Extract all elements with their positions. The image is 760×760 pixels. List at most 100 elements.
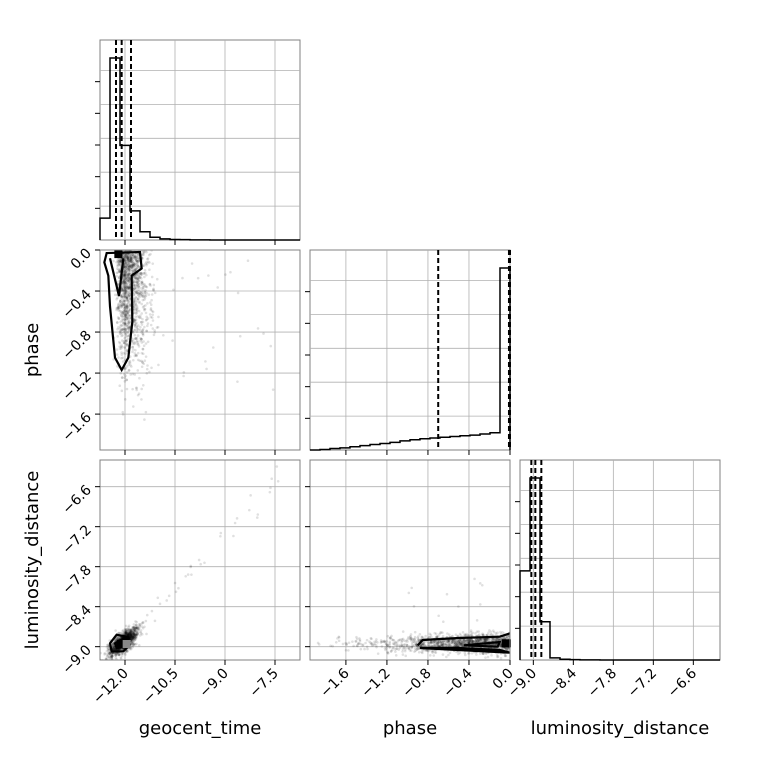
scatter-point: [129, 628, 132, 632]
scatter-point: [118, 300, 122, 303]
scatter-point: [127, 314, 131, 317]
scatter-point: [132, 262, 135, 265]
scatter-point: [113, 293, 117, 297]
scatter-point: [464, 640, 468, 644]
scatter-point: [438, 644, 442, 648]
scatter-point: [410, 586, 414, 590]
scatter-point: [404, 654, 408, 658]
scatter-point: [136, 277, 139, 281]
scatter-point: [495, 638, 499, 641]
scatter-point: [128, 633, 132, 637]
scatter-point: [148, 282, 152, 286]
scatter-point: [477, 640, 480, 644]
scatter-point: [499, 645, 502, 648]
scatter-point: [462, 640, 466, 643]
scatter-point: [403, 649, 407, 653]
scatter-point: [125, 317, 129, 321]
scatter-point: [136, 328, 139, 331]
scatter-point: [123, 309, 127, 312]
scatter-point: [207, 274, 210, 277]
scatter-point: [475, 638, 479, 641]
scatter-point: [115, 652, 118, 655]
scatter-point: [120, 345, 124, 349]
scatter-point: [107, 648, 111, 652]
x-tick-label: −0.8: [399, 666, 434, 701]
scatter-point: [127, 633, 130, 637]
scatter-point: [492, 643, 496, 646]
scatter-point: [127, 292, 130, 296]
scatter-point: [134, 638, 137, 641]
scatter-point: [125, 267, 128, 270]
scatter-point: [137, 254, 140, 258]
scatter-point: [385, 645, 388, 648]
scatter-point: [136, 342, 139, 346]
scatter-point: [142, 362, 145, 366]
scatter-point: [135, 259, 139, 263]
scatter-point: [123, 328, 126, 331]
scatter-point: [130, 632, 134, 636]
scatter-point: [128, 285, 132, 289]
scatter-point: [115, 271, 119, 275]
scatter-point: [419, 644, 422, 648]
scatter-point: [140, 294, 144, 297]
scatter-point: [123, 258, 127, 262]
scatter-point: [129, 259, 133, 263]
scatter-point: [136, 264, 140, 268]
scatter-point: [494, 631, 498, 635]
scatter-point: [496, 655, 499, 659]
scatter-point: [139, 336, 142, 340]
scatter-point: [134, 308, 137, 312]
scatter-point: [127, 255, 130, 259]
scatter-point: [131, 631, 135, 635]
scatter-point: [145, 262, 149, 265]
scatter-point: [112, 647, 116, 651]
scatter-point: [128, 637, 132, 641]
x-tick-label: −9.0: [196, 666, 231, 701]
scatter-panel-geocent_time-phase: −1.6−1.2−0.8−0.40.0: [59, 246, 301, 455]
scatter-point: [391, 638, 395, 642]
scatter-point: [132, 293, 136, 297]
scatter-point: [125, 365, 129, 368]
scatter-point: [499, 637, 502, 641]
scatter-point: [128, 258, 132, 261]
scatter-point: [117, 270, 121, 273]
scatter-point: [117, 317, 121, 320]
scatter-point: [442, 643, 445, 646]
scatter-point: [135, 340, 138, 344]
scatter-point: [407, 647, 411, 650]
scatter-point: [139, 314, 142, 317]
scatter-point: [141, 347, 145, 351]
scatter-point: [134, 276, 138, 279]
scatter-point: [136, 315, 140, 318]
scatter-point: [138, 300, 141, 304]
scatter-point: [124, 339, 128, 343]
scatter-point: [483, 637, 487, 641]
scatter-point: [451, 634, 454, 638]
scatter-point: [117, 306, 121, 309]
scatter-point: [423, 643, 426, 647]
scatter-point: [124, 332, 128, 336]
scatter-point: [447, 639, 451, 642]
scatter-point: [116, 265, 119, 268]
scatter-point: [131, 636, 135, 640]
y-tick-label: −1.6: [59, 410, 94, 445]
scatter-point: [124, 338, 128, 342]
scatter-point: [123, 277, 127, 281]
scatter-point: [471, 639, 474, 643]
scatter-point: [401, 650, 404, 653]
scatter-point: [139, 273, 143, 277]
x-tick-label: −0.4: [440, 665, 475, 700]
scatter-point: [126, 293, 130, 297]
scatter-point: [131, 253, 135, 257]
scatter-point: [128, 630, 132, 634]
scatter-point: [134, 312, 138, 315]
scatter-point: [123, 269, 127, 273]
scatter-point: [127, 278, 131, 282]
scatter-point: [142, 304, 146, 308]
scatter-point: [126, 253, 130, 256]
scatter-point: [122, 339, 126, 343]
density-peak: [122, 640, 131, 648]
scatter-point: [354, 639, 357, 643]
scatter-point: [131, 264, 135, 267]
scatter-point: [132, 262, 136, 266]
